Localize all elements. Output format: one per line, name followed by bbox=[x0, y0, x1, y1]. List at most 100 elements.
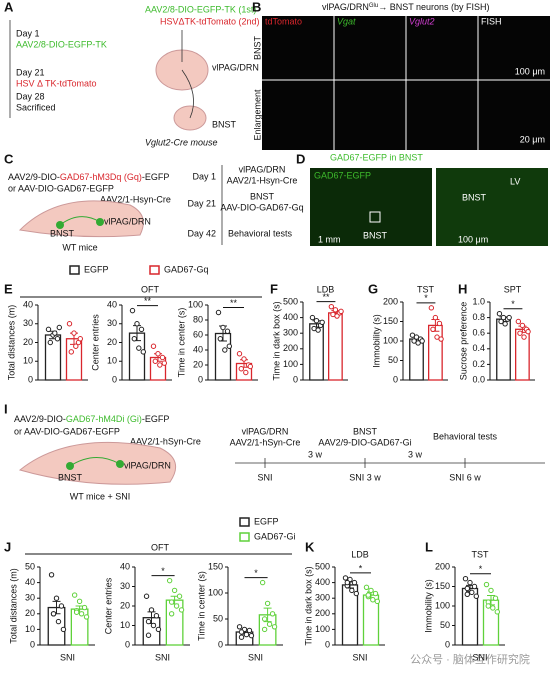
data-point bbox=[53, 595, 60, 601]
chart-title: TST bbox=[472, 549, 490, 559]
data-point bbox=[319, 319, 325, 325]
y-tick-label: 0 bbox=[198, 374, 203, 384]
timeline-event: AAV2/8-DIO-EGFP-TK bbox=[16, 39, 107, 49]
data-point bbox=[241, 356, 247, 362]
panel-label: K bbox=[305, 539, 315, 554]
group-title: OFT bbox=[141, 284, 159, 294]
timeline-mark: SNI bbox=[257, 472, 272, 482]
virus: AAV2/1-Hsyn-Cre bbox=[100, 194, 171, 204]
y-tick-label: 1.0 bbox=[472, 296, 485, 306]
virus-highlight: GAD67-hM3Dq (Gq) bbox=[60, 172, 142, 182]
y-tick-label: 40 bbox=[25, 577, 35, 587]
data-point bbox=[309, 314, 316, 321]
y-tick-label: 40 bbox=[120, 561, 130, 571]
micrographs bbox=[262, 16, 550, 150]
watermark: 公众号 · 脑体互作研究院 bbox=[410, 652, 530, 666]
timeline-day: Day 21 bbox=[16, 67, 45, 77]
y-tick-label: 150 bbox=[208, 561, 223, 571]
y-axis-label: Time in center (s) bbox=[196, 571, 206, 641]
timeline-day: Day 21 bbox=[187, 198, 216, 208]
data-point bbox=[143, 593, 150, 599]
data-point bbox=[148, 607, 155, 613]
timeline-day: Day 42 bbox=[187, 228, 216, 238]
panel-label: C bbox=[4, 151, 14, 166]
significance: * bbox=[424, 293, 428, 303]
region: BNST bbox=[462, 192, 487, 202]
y-tick-label: 150 bbox=[435, 581, 450, 591]
data-point bbox=[519, 322, 526, 329]
y-tick-label: 50 bbox=[213, 613, 223, 623]
y-tick-label: 200 bbox=[383, 296, 398, 306]
region: BNST bbox=[363, 230, 388, 240]
data-point bbox=[168, 611, 175, 617]
y-tick-label: 300 bbox=[283, 328, 298, 338]
y-axis-label: Center entries bbox=[103, 577, 113, 634]
region: BNST bbox=[58, 472, 83, 482]
brain bbox=[18, 200, 144, 238]
data-point bbox=[48, 572, 55, 578]
data-point bbox=[78, 611, 85, 617]
y-tick-label: 150 bbox=[383, 316, 398, 326]
y-tick-label: 20 bbox=[120, 600, 130, 610]
y-tick-label: 200 bbox=[435, 561, 450, 571]
data-point bbox=[145, 632, 152, 638]
data-point bbox=[332, 307, 339, 313]
mouse: WT mice bbox=[62, 242, 97, 252]
data-point bbox=[363, 584, 370, 590]
y-tick-label: 20 bbox=[23, 337, 33, 347]
region: vlPAG/DRN bbox=[104, 216, 151, 226]
panel-label: D bbox=[296, 151, 305, 166]
region: BNST bbox=[212, 119, 237, 129]
data-point bbox=[178, 607, 185, 613]
significance: * bbox=[161, 566, 165, 576]
data-point bbox=[47, 339, 53, 346]
y-tick-label: 100 bbox=[208, 587, 223, 597]
data-point bbox=[488, 587, 494, 594]
data-point bbox=[55, 618, 62, 625]
data-point bbox=[58, 603, 65, 609]
data-point bbox=[271, 624, 278, 630]
data-point bbox=[521, 334, 527, 340]
y-axis-label: Immobility (s) bbox=[423, 579, 433, 633]
data-point bbox=[145, 618, 152, 625]
timeline-event: AAV-DIO-GAD67-Gq bbox=[220, 202, 303, 212]
data-point bbox=[243, 631, 250, 638]
y-axis-label: Total distances (m) bbox=[6, 305, 16, 381]
chart-title: SPT bbox=[504, 284, 522, 294]
projection bbox=[181, 69, 194, 119]
y-tick-label: 30 bbox=[25, 593, 35, 603]
column-label: Vgat bbox=[337, 16, 356, 26]
data-point bbox=[73, 609, 80, 615]
significance: * bbox=[511, 299, 515, 309]
timeline-event: vlPAG/DRN bbox=[239, 164, 286, 174]
data-point bbox=[215, 309, 222, 316]
bar bbox=[409, 338, 424, 381]
panel-title: vlPAG/DRNGlu→ BNST neurons (by FISH) bbox=[322, 2, 490, 12]
data-point bbox=[315, 327, 321, 333]
legend-swatch bbox=[69, 265, 80, 275]
data-point bbox=[155, 626, 162, 633]
x-axis-label: SNI bbox=[155, 652, 170, 662]
legend-swatch bbox=[149, 265, 160, 275]
virus: AAV2/1-hSyn-Cre bbox=[130, 436, 201, 446]
column-label: FISH bbox=[481, 16, 502, 26]
data-point bbox=[368, 587, 374, 594]
legend-label: EGFP bbox=[254, 516, 279, 526]
data-point bbox=[462, 576, 469, 582]
virus-highlight: GAD67-hM4Di (Gi) bbox=[66, 414, 142, 424]
y-tick-label: 0 bbox=[28, 374, 33, 384]
y-tick-label: 0.4 bbox=[472, 343, 485, 353]
data-point bbox=[494, 609, 500, 615]
data-point bbox=[515, 318, 522, 325]
data-point bbox=[342, 575, 349, 581]
data-point bbox=[353, 590, 359, 597]
data-point bbox=[498, 318, 504, 325]
x-axis-label: SNI bbox=[60, 652, 75, 662]
data-point bbox=[266, 621, 273, 627]
column-label: tdTomato bbox=[265, 16, 302, 26]
data-point bbox=[176, 593, 183, 599]
y-tick-label: 50 bbox=[440, 620, 450, 630]
significance: ** bbox=[322, 292, 330, 302]
legend-label: GAD67-Gq bbox=[164, 264, 209, 274]
